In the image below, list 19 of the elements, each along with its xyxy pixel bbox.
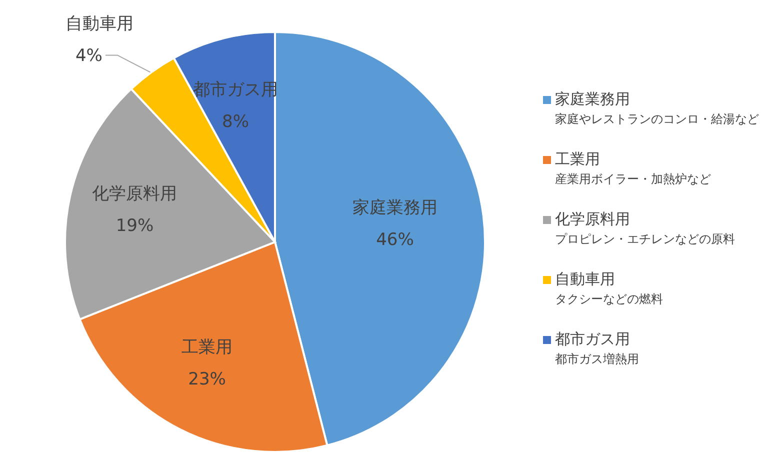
slice-label: 工業用: [182, 337, 233, 358]
text: 家庭やレストランのコンロ・給湯など: [555, 111, 759, 128]
data-label: 23%: [188, 369, 226, 390]
text: 産業用ボイラー・加熱炉など: [555, 171, 712, 188]
slice-label: 自動車用: [65, 14, 134, 34]
legend-label: 家庭業務用: [555, 90, 630, 109]
legend-label: 化学原料用: [555, 210, 630, 229]
text: プロピレン・エチレンなどの原料: [555, 231, 736, 248]
data-label: 4%: [75, 46, 102, 66]
data-label: 19%: [116, 216, 154, 236]
legend-label: 工業用: [555, 150, 600, 169]
text: タクシーなどの燃料: [555, 291, 664, 308]
slice-label: 化学原料用: [92, 184, 178, 204]
data-label: 46%: [376, 230, 414, 250]
text: 都市ガス増熱用: [555, 351, 640, 368]
data-label: 8%: [222, 112, 250, 132]
legend-label: 自動車用: [555, 270, 615, 289]
slice-label: 家庭業務用: [352, 198, 438, 218]
legend-label: 都市ガス用: [555, 330, 630, 349]
